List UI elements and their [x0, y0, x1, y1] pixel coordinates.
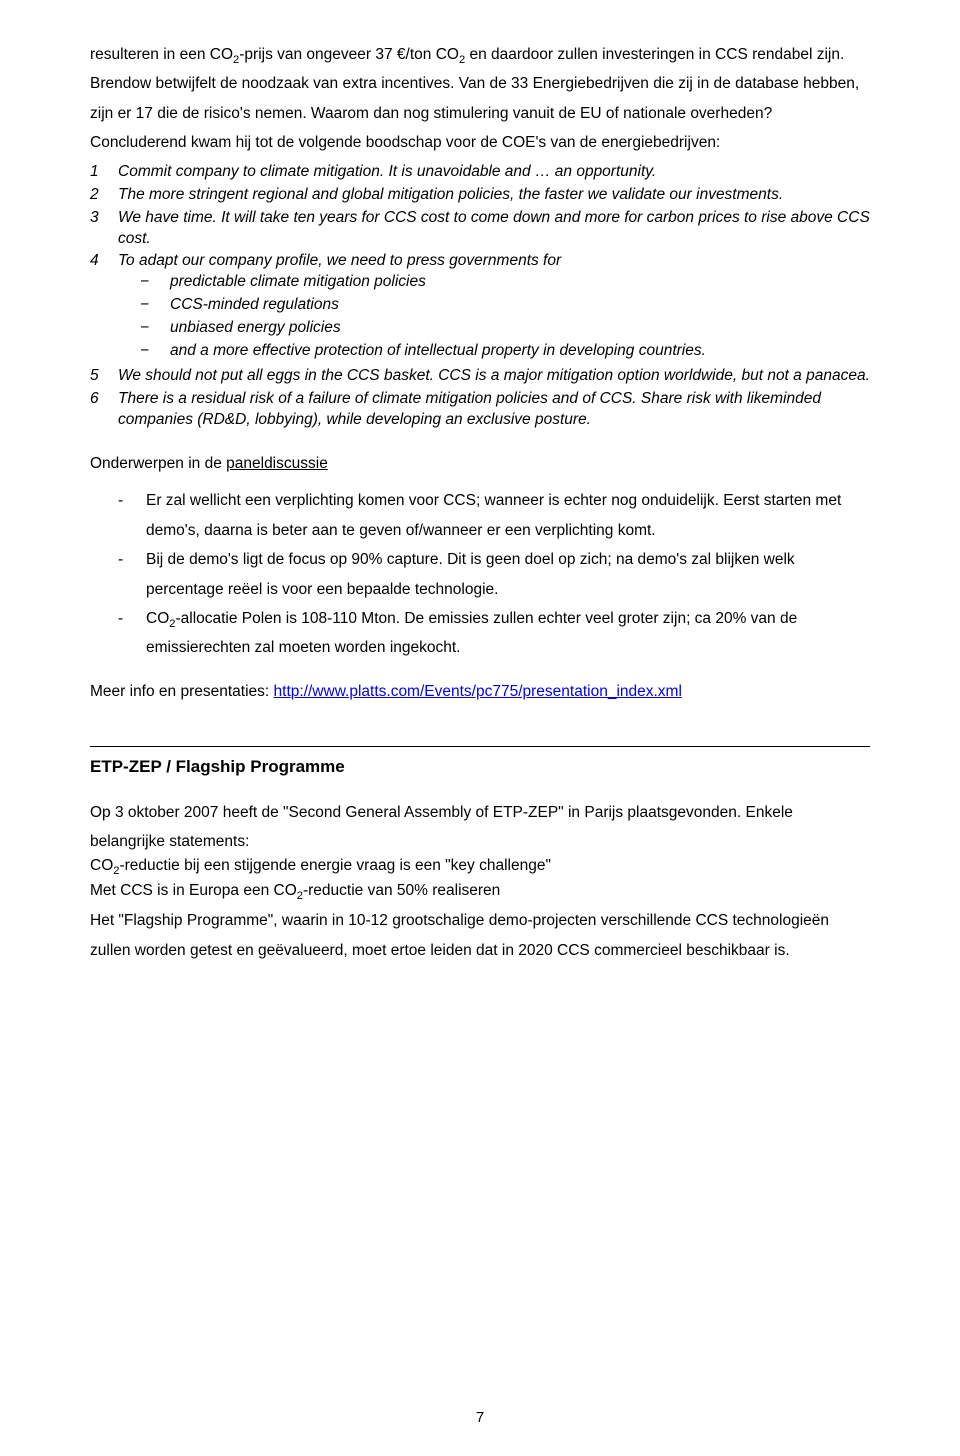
- topic-item: -Er zal wellicht een verplichting komen …: [118, 486, 870, 545]
- sub-list-item: −CCS-minded regulations: [140, 295, 870, 316]
- section-paragraph: Met CCS is in Europa een CO2-reductie va…: [90, 881, 870, 902]
- item-number: 2: [90, 185, 118, 206]
- recommendations-list: 1 Commit company to climate mitigation. …: [90, 162, 870, 431]
- list-item: 6 There is a residual risk of a failure …: [90, 389, 870, 431]
- more-info-link[interactable]: http://www.platts.com/Events/pc775/prese…: [274, 683, 682, 700]
- page-number: 7: [0, 1404, 960, 1433]
- section-paragraph: CO2-reductie bij een stijgende energie v…: [90, 856, 870, 877]
- list-item: 1 Commit company to climate mitigation. …: [90, 162, 870, 183]
- topics-heading-underlined: paneldiscussie: [226, 455, 328, 472]
- list-item: 5 We should not put all eggs in the CCS …: [90, 366, 870, 387]
- topics-heading: Onderwerpen in de paneldiscussie: [90, 449, 870, 478]
- sub-item-text: predictable climate mitigation policies: [170, 272, 870, 293]
- section-paragraph: Het "Flagship Programme", waarin in 10-1…: [90, 906, 870, 965]
- topic-item: -CO2-allocatie Polen is 108-110 Mton. De…: [118, 604, 870, 663]
- item-text: The more stringent regional and global m…: [118, 185, 870, 206]
- sub-list-item: −and a more effective protection of inte…: [140, 341, 870, 362]
- item-number: 5: [90, 366, 118, 387]
- dash-icon: −: [140, 318, 170, 339]
- dash-icon: −: [140, 272, 170, 293]
- item-text: We should not put all eggs in the CCS ba…: [118, 366, 870, 387]
- topic-text: CO2-allocatie Polen is 108-110 Mton. De …: [146, 604, 870, 663]
- sub-item-text: CCS-minded regulations: [170, 295, 870, 316]
- list-item: 4 To adapt our company profile, we need …: [90, 251, 870, 364]
- item-text: There is a residual risk of a failure of…: [118, 389, 870, 431]
- topics-heading-prefix: Onderwerpen in de: [90, 455, 226, 472]
- dash-icon: −: [140, 295, 170, 316]
- dash-icon: -: [118, 545, 146, 574]
- intro-paragraph: resulteren in een CO2-prijs van ongeveer…: [90, 40, 870, 158]
- more-info-line: Meer info en presentaties: http://www.pl…: [90, 677, 870, 706]
- topics-list: -Er zal wellicht een verplichting komen …: [90, 486, 870, 663]
- section-paragraph: Op 3 oktober 2007 heeft de "Second Gener…: [90, 798, 870, 857]
- item-text: We have time. It will take ten years for…: [118, 208, 870, 250]
- dash-icon: -: [118, 604, 146, 633]
- item-number: 3: [90, 208, 118, 229]
- dash-icon: −: [140, 341, 170, 362]
- sub-list-item: − predictable climate mitigation policie…: [140, 272, 870, 293]
- topic-text: Bij de demo's ligt de focus op 90% captu…: [146, 545, 870, 604]
- sub-item-text: unbiased energy policies: [170, 318, 870, 339]
- item-number: 4: [90, 251, 118, 272]
- sub-item-text: and a more effective protection of intel…: [170, 341, 870, 362]
- more-info-label: Meer info en presentaties:: [90, 683, 274, 700]
- list-item: 2 The more stringent regional and global…: [90, 185, 870, 206]
- item-text: To adapt our company profile, we need to…: [118, 251, 870, 364]
- topic-text: Er zal wellicht een verplichting komen v…: [146, 486, 870, 545]
- list-item: 3 We have time. It will take ten years f…: [90, 208, 870, 250]
- item-text: Commit company to climate mitigation. It…: [118, 162, 870, 183]
- topic-item: -Bij de demo's ligt de focus op 90% capt…: [118, 545, 870, 604]
- section-divider: [90, 746, 870, 747]
- page-container: resulteren in een CO2-prijs van ongeveer…: [0, 0, 960, 1456]
- section-title: ETP-ZEP / Flagship Programme: [90, 751, 870, 783]
- sub-list-item: −unbiased energy policies: [140, 318, 870, 339]
- item-text-line: To adapt our company profile, we need to…: [118, 252, 561, 269]
- sub-list: − predictable climate mitigation policie…: [118, 272, 870, 362]
- item-number: 1: [90, 162, 118, 183]
- dash-icon: -: [118, 486, 146, 515]
- item-number: 6: [90, 389, 118, 410]
